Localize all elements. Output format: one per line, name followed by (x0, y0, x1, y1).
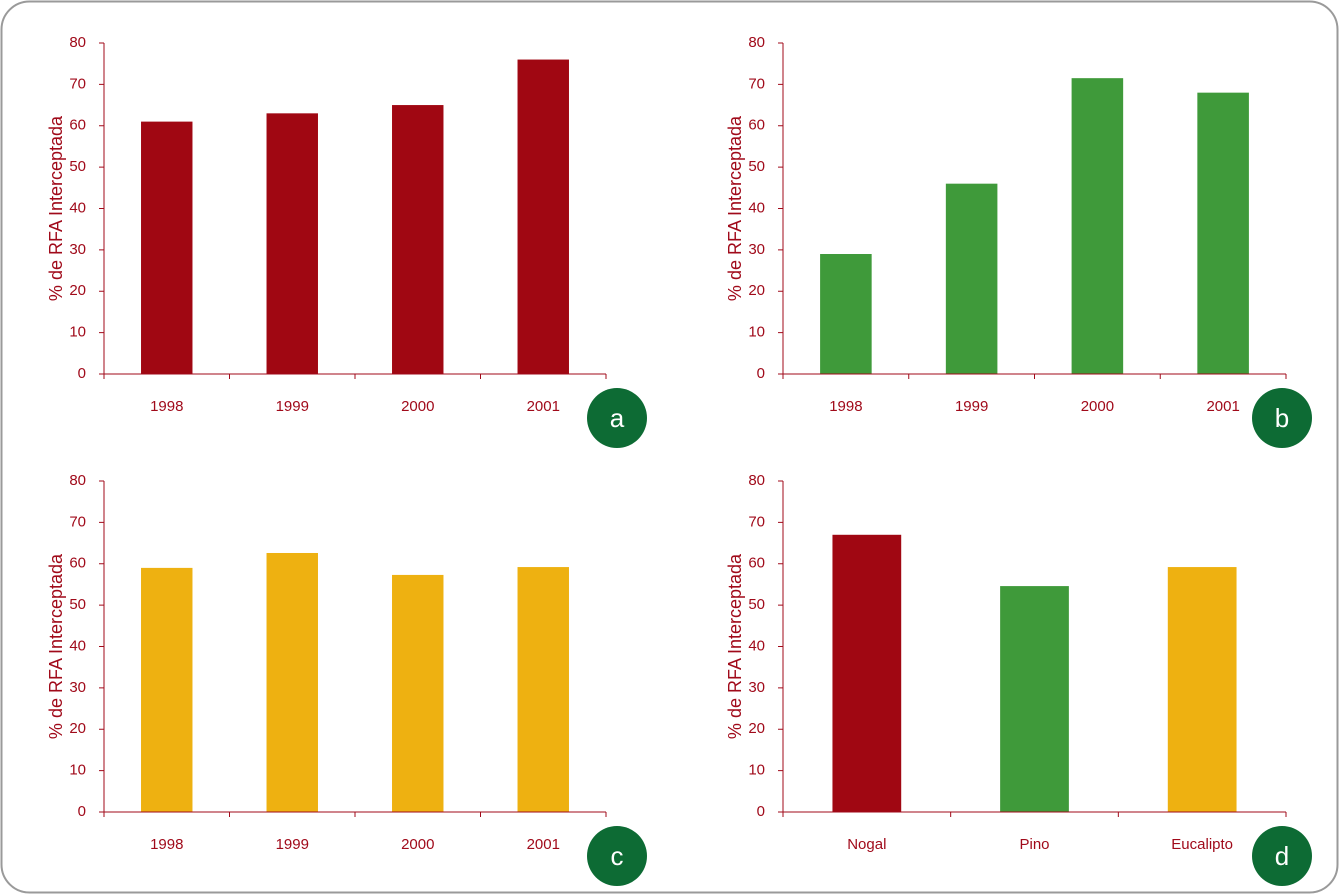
y-tick-label: 80 (69, 34, 86, 51)
y-tick-label: 0 (78, 803, 86, 820)
y-tick-label: 60 (748, 555, 765, 572)
x-tick-label: 1999 (955, 398, 988, 415)
y-tick-label: 70 (748, 75, 765, 92)
x-tick-label: 2001 (527, 836, 560, 853)
x-tick-label: 2001 (1206, 398, 1239, 415)
y-axis-label: % de RFA Interceptada (725, 553, 745, 739)
panel-badge (1252, 826, 1312, 886)
y-tick-label: 40 (748, 637, 765, 654)
y-tick-label: 10 (748, 324, 765, 341)
x-tick-label: Nogal (847, 836, 886, 853)
y-tick-label: 20 (69, 282, 86, 299)
x-tick-label: 2000 (401, 398, 434, 415)
bar (517, 59, 569, 375)
x-tick-label: Eucalipto (1171, 836, 1233, 853)
y-tick-label: 50 (748, 596, 765, 613)
bar (266, 113, 318, 375)
bar (141, 121, 193, 374)
panel-label: a (610, 403, 625, 433)
bar (1197, 92, 1249, 375)
y-tick-label: 0 (757, 803, 765, 820)
x-tick-label: 2001 (527, 398, 560, 415)
panel-label: d (1275, 841, 1289, 871)
y-tick-label: 30 (69, 241, 86, 258)
y-tick-label: 80 (748, 34, 765, 51)
y-tick-label: 20 (748, 720, 765, 737)
x-tick-label: Pino (1019, 836, 1049, 853)
x-tick-label: 1998 (150, 398, 183, 415)
y-tick-label: 70 (69, 513, 86, 530)
y-tick-label: 50 (69, 596, 86, 613)
panel-badge (1252, 388, 1312, 448)
y-axis-label: % de RFA Interceptada (725, 115, 745, 301)
x-tick-label: 1998 (829, 398, 862, 415)
y-tick-label: 40 (69, 637, 86, 654)
y-tick-label: 60 (69, 117, 86, 134)
bar (392, 105, 444, 374)
y-tick-label: 40 (748, 199, 765, 216)
y-tick-label: 20 (748, 282, 765, 299)
bar (1167, 567, 1237, 812)
bar (945, 183, 998, 374)
y-tick-label: 80 (748, 472, 765, 489)
panel-badge (587, 388, 647, 448)
y-tick-label: 50 (69, 158, 86, 175)
y-tick-label: 30 (69, 679, 86, 696)
bar (392, 574, 444, 812)
x-tick-label: 1998 (150, 836, 183, 853)
bar (141, 567, 193, 812)
y-tick-label: 60 (69, 555, 86, 572)
y-tick-label: 40 (69, 199, 86, 216)
y-tick-label: 10 (69, 762, 86, 779)
bar (517, 567, 569, 812)
y-tick-label: 20 (69, 720, 86, 737)
bar (832, 534, 902, 812)
y-tick-label: 50 (748, 158, 765, 175)
bar (1071, 78, 1124, 374)
y-tick-label: 30 (748, 679, 765, 696)
y-tick-label: 70 (748, 513, 765, 530)
y-tick-label: 0 (78, 365, 86, 382)
bar (1000, 586, 1069, 812)
panel-badge (587, 826, 647, 886)
y-tick-label: 70 (69, 75, 86, 92)
y-tick-label: 10 (748, 762, 765, 779)
y-tick-label: 0 (757, 365, 765, 382)
panel-label: b (1275, 403, 1289, 433)
x-tick-label: 2000 (1081, 398, 1114, 415)
y-tick-label: 30 (748, 241, 765, 258)
y-tick-label: 60 (748, 117, 765, 134)
bar (266, 552, 318, 812)
bar (820, 254, 872, 374)
x-tick-label: 1999 (276, 836, 309, 853)
y-tick-label: 80 (69, 472, 86, 489)
panel-label: c (611, 841, 624, 871)
x-tick-label: 2000 (401, 836, 434, 853)
y-axis-label: % de RFA Interceptada (46, 553, 66, 739)
y-axis-label: % de RFA Interceptada (46, 115, 66, 301)
x-tick-label: 1999 (276, 398, 309, 415)
y-tick-label: 10 (69, 324, 86, 341)
